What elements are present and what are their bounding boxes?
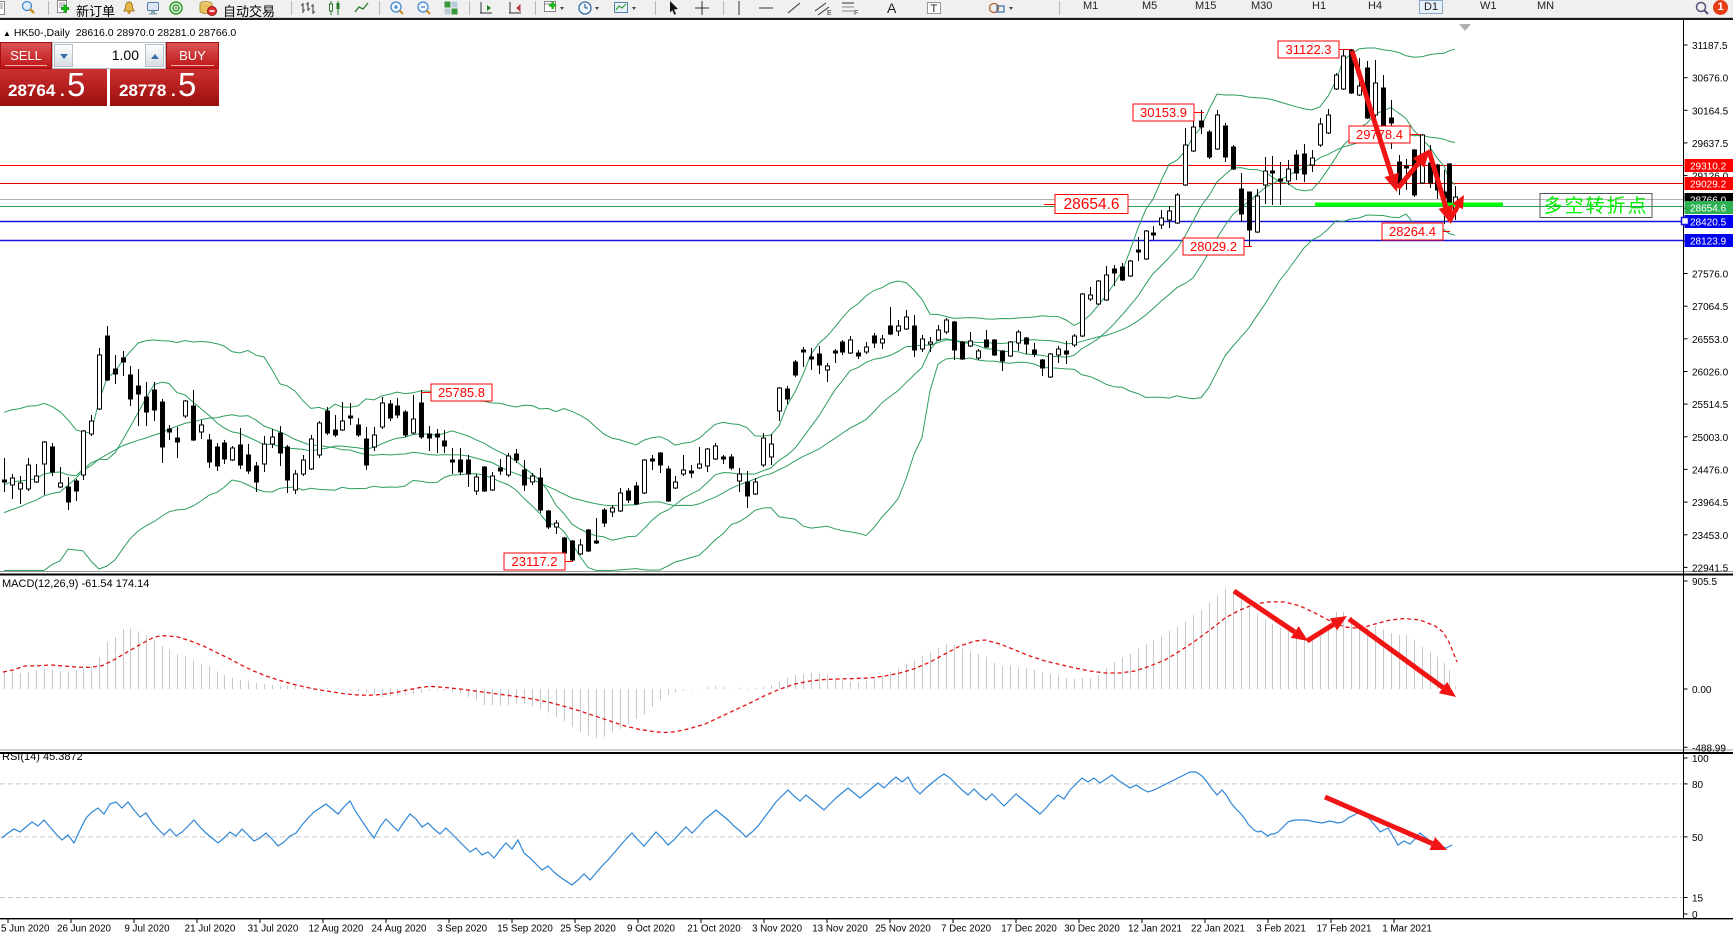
- svg-text:27064.5: 27064.5: [1692, 302, 1729, 313]
- svg-text:21 Oct 2020: 21 Oct 2020: [687, 924, 741, 935]
- svg-text:3 Nov 2020: 3 Nov 2020: [752, 924, 803, 935]
- svg-text:24476.0: 24476.0: [1692, 465, 1729, 476]
- svg-text:29637.5: 29637.5: [1692, 139, 1729, 150]
- svg-text:31 Jul 2020: 31 Jul 2020: [248, 924, 299, 935]
- svg-text:25 Sep 2020: 25 Sep 2020: [560, 924, 616, 935]
- svg-text:28654.6: 28654.6: [1063, 196, 1119, 213]
- svg-text:905.5: 905.5: [1692, 577, 1717, 588]
- svg-text:30 Dec 2020: 30 Dec 2020: [1064, 924, 1120, 935]
- svg-text:MACD(12,26,9) -61.54 174.14: MACD(12,26,9) -61.54 174.14: [2, 578, 149, 590]
- svg-text:15 Sep 2020: 15 Sep 2020: [497, 924, 553, 935]
- svg-text:A: A: [887, 0, 897, 16]
- svg-text:E: E: [827, 10, 832, 16]
- svg-text:17 Dec 2020: 17 Dec 2020: [1001, 924, 1057, 935]
- svg-text:21 Jul 2020: 21 Jul 2020: [185, 924, 236, 935]
- svg-text:-488.99: -488.99: [1692, 743, 1726, 754]
- svg-text:50: 50: [1692, 833, 1704, 844]
- svg-text:12 Aug 2020: 12 Aug 2020: [308, 924, 364, 935]
- svg-text:31122.3: 31122.3: [1285, 42, 1331, 57]
- svg-text:25 Nov 2020: 25 Nov 2020: [875, 924, 931, 935]
- svg-text:30164.5: 30164.5: [1692, 106, 1729, 117]
- svg-text:0: 0: [1692, 910, 1698, 921]
- svg-text:7 Dec 2020: 7 Dec 2020: [941, 924, 992, 935]
- svg-text:28123.9: 28123.9: [1690, 237, 1727, 248]
- svg-text:28264.4: 28264.4: [1389, 224, 1436, 239]
- svg-text:RSI(14) 45.3872: RSI(14) 45.3872: [2, 751, 83, 763]
- svg-text:25785.8: 25785.8: [438, 385, 485, 400]
- svg-text:100: 100: [1692, 754, 1709, 765]
- svg-text:3 Sep 2020: 3 Sep 2020: [437, 924, 488, 935]
- svg-text:28654.6: 28654.6: [1690, 204, 1727, 215]
- svg-text:12 Jan 2021: 12 Jan 2021: [1128, 924, 1182, 935]
- svg-text:22941.5: 22941.5: [1692, 563, 1729, 574]
- svg-text:0.00: 0.00: [1692, 685, 1712, 696]
- svg-text:23964.5: 23964.5: [1692, 498, 1729, 509]
- svg-text:30153.9: 30153.9: [1140, 105, 1187, 120]
- svg-text:3 Feb 2021: 3 Feb 2021: [1256, 924, 1306, 935]
- svg-text:28420.5: 28420.5: [1690, 218, 1727, 229]
- svg-text:26026.0: 26026.0: [1692, 368, 1729, 379]
- svg-text:9 Jul 2020: 9 Jul 2020: [124, 924, 170, 935]
- svg-text:25003.0: 25003.0: [1692, 433, 1729, 444]
- svg-text:多空转折点: 多空转折点: [1543, 195, 1648, 217]
- svg-text:80: 80: [1692, 780, 1704, 791]
- svg-text:29029.2: 29029.2: [1690, 180, 1727, 191]
- svg-text:28029.2: 28029.2: [1190, 239, 1237, 254]
- svg-text:27576.0: 27576.0: [1692, 270, 1729, 281]
- svg-text:15: 15: [1692, 894, 1704, 905]
- svg-text:23453.0: 23453.0: [1692, 531, 1729, 542]
- svg-text:24 Aug 2020: 24 Aug 2020: [371, 924, 427, 935]
- svg-text:5 Jun 2020: 5 Jun 2020: [1, 924, 50, 935]
- svg-text:13 Nov 2020: 13 Nov 2020: [812, 924, 868, 935]
- svg-text:17 Feb 2021: 17 Feb 2021: [1316, 924, 1371, 935]
- svg-text:9 Oct 2020: 9 Oct 2020: [627, 924, 675, 935]
- svg-text:T: T: [931, 3, 938, 15]
- svg-text:29310.2: 29310.2: [1690, 162, 1727, 173]
- svg-text:F: F: [854, 10, 858, 16]
- svg-text:31187.5: 31187.5: [1692, 41, 1728, 52]
- svg-text:23117.2: 23117.2: [511, 554, 557, 569]
- svg-text:26553.0: 26553.0: [1692, 335, 1729, 346]
- svg-text:26 Jun 2020: 26 Jun 2020: [57, 924, 111, 935]
- svg-text:30676.0: 30676.0: [1692, 74, 1729, 85]
- svg-text:25514.5: 25514.5: [1692, 400, 1729, 411]
- svg-text:1 Mar 2021: 1 Mar 2021: [1382, 924, 1432, 935]
- svg-text:22 Jan 2021: 22 Jan 2021: [1191, 924, 1245, 935]
